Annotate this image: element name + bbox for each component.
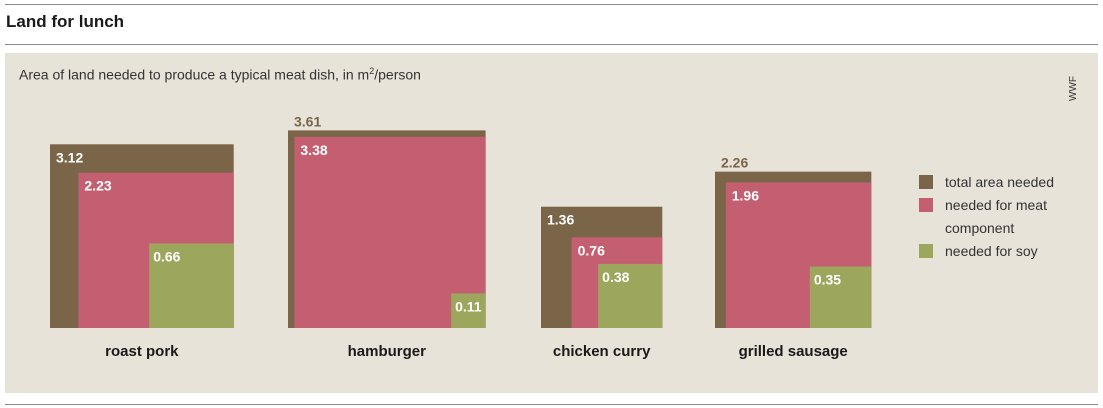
legend-label-meat: needed for meat component (945, 197, 1047, 236)
top-rule (5, 4, 1098, 5)
hamburger-soy-bar (451, 293, 486, 328)
roast-pork-category-label: roast pork (105, 343, 179, 360)
roast-pork-meat-value-label: 2.23 (84, 178, 111, 194)
chicken-curry-soy-value-label: 0.38 (602, 269, 629, 285)
hamburger-soy-value-label: 0.11 (455, 299, 482, 315)
subtitle-unit-superscript: 2 (369, 66, 375, 76)
roast-pork-total-value-label: 3.12 (56, 149, 83, 165)
chart-area: 3.122.23 0.66 roast pork 3.61 3.38 0.11 hambur… (50, 113, 872, 360)
roast-pork-soy-bar (149, 243, 234, 328)
chart-subtitle: Area of land needed to produce a typical… (19, 66, 421, 83)
chicken-curry-category-label: chicken curry (553, 343, 651, 360)
roast-pork-soy-value-label: 0.66 (153, 249, 180, 265)
hamburger-total-value-label: 3.61 (294, 113, 321, 129)
grilled-sausage-category-label: grilled sausage (739, 343, 848, 360)
subtitle-main: Area of land needed to produce a typical… (19, 66, 370, 83)
grilled-sausage-total-value-label: 2.26 (721, 155, 748, 171)
legend-swatch-total (919, 175, 933, 189)
legend-swatch-soy (919, 244, 933, 258)
legend-swatch-meat (919, 198, 933, 212)
chart-panel: Area of land needed to produce a typical… (5, 53, 1098, 393)
legend-label-total: total area needed (945, 174, 1054, 190)
legend-item-meat: needed for meat component (919, 194, 1089, 240)
chart-title: Land for lunch (6, 12, 125, 31)
grilled-sausage-soy-bar (809, 266, 872, 328)
subtitle-tail: /person (374, 66, 421, 83)
chicken-curry-meat-value-label: 0.76 (578, 242, 605, 258)
legend: total area needed needed for meat compone… (919, 171, 1089, 263)
grilled-sausage-meat-value-label: 1.96 (732, 187, 759, 203)
chicken-curry-total-value-label: 1.36 (547, 212, 574, 228)
hamburger-category-label: hamburger (348, 343, 427, 360)
legend-label-soy: needed for soy (945, 243, 1038, 259)
chicken-curry-soy-bar (598, 263, 663, 328)
legend-item-total: total area needed (919, 171, 1089, 194)
grilled-sausage-soy-value-label: 0.35 (814, 271, 841, 287)
title-rule (5, 44, 1098, 45)
hamburger-meat-value-label: 3.38 (300, 142, 327, 158)
bottom-rule (5, 404, 1098, 405)
legend-item-soy: needed for soy (919, 240, 1089, 263)
